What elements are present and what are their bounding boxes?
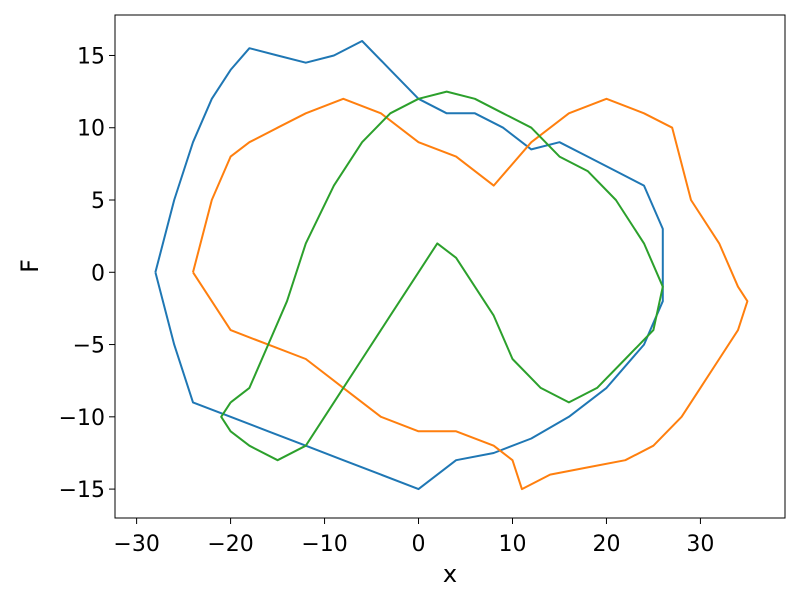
plot-frame [114, 14, 786, 519]
x-tick-label: −10 [301, 532, 347, 557]
y-tick-label: 0 [91, 261, 105, 286]
series-line-1 [154, 40, 664, 491]
x-tick-label: 20 [592, 532, 620, 557]
x-axis: −30 −20 −10 0 10 20 30 [113, 518, 714, 557]
y-tick-label: −5 [73, 334, 105, 359]
plot-area [154, 40, 749, 491]
x-tick-label: 10 [498, 532, 526, 557]
y-tick-label: 5 [91, 189, 105, 214]
y-tick-label: 10 [77, 117, 105, 142]
series-line-3 [220, 90, 664, 462]
series-line-2 [192, 97, 749, 491]
x-tick-label: −20 [207, 532, 253, 557]
y-tick-label: 15 [77, 44, 105, 69]
x-tick-label: 30 [686, 532, 714, 557]
y-axis-label: F [16, 259, 44, 273]
y-tick-label: −10 [59, 406, 105, 431]
x-tick-label: 0 [412, 532, 426, 557]
y-tick-label: −15 [59, 478, 105, 503]
x-axis-label: x [443, 560, 457, 588]
y-axis: −15 −10 −5 0 5 10 15 [59, 44, 115, 503]
x-tick-label: −30 [113, 532, 159, 557]
